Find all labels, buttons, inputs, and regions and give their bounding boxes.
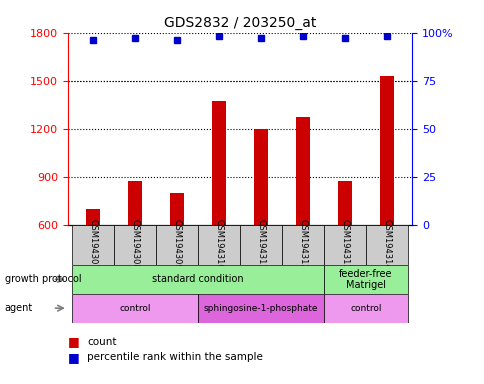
Text: GSM194309: GSM194309 <box>172 220 181 270</box>
Text: GSM194314: GSM194314 <box>382 220 391 270</box>
Bar <box>253 129 268 225</box>
Bar <box>212 101 226 225</box>
FancyBboxPatch shape <box>72 225 114 265</box>
FancyBboxPatch shape <box>156 225 197 265</box>
FancyBboxPatch shape <box>197 294 323 323</box>
FancyBboxPatch shape <box>72 294 197 323</box>
Text: feeder-free
Matrigel: feeder-free Matrigel <box>339 268 392 290</box>
Text: GSM194311: GSM194311 <box>256 220 265 270</box>
FancyBboxPatch shape <box>282 225 323 265</box>
Bar <box>295 118 310 225</box>
Bar <box>127 182 142 225</box>
Text: control: control <box>349 304 381 313</box>
Bar <box>86 209 100 225</box>
Text: growth protocol: growth protocol <box>5 274 81 285</box>
Bar <box>169 193 184 225</box>
Bar <box>379 76 393 225</box>
Text: GSM194312: GSM194312 <box>298 220 307 270</box>
FancyBboxPatch shape <box>197 225 240 265</box>
Text: GSM194313: GSM194313 <box>340 219 349 270</box>
FancyBboxPatch shape <box>323 294 407 323</box>
Text: GSM194307: GSM194307 <box>89 219 97 270</box>
Text: ■: ■ <box>68 351 79 364</box>
Text: standard condition: standard condition <box>152 274 243 285</box>
Text: ■: ■ <box>68 335 79 348</box>
Text: agent: agent <box>5 303 33 313</box>
Text: control: control <box>119 304 151 313</box>
FancyBboxPatch shape <box>323 265 407 294</box>
FancyBboxPatch shape <box>72 265 323 294</box>
FancyBboxPatch shape <box>323 225 365 265</box>
Text: percentile rank within the sample: percentile rank within the sample <box>87 352 263 362</box>
FancyBboxPatch shape <box>240 225 282 265</box>
Text: sphingosine-1-phosphate: sphingosine-1-phosphate <box>203 304 318 313</box>
Bar <box>337 182 352 225</box>
Text: GSM194310: GSM194310 <box>214 220 223 270</box>
FancyBboxPatch shape <box>365 225 407 265</box>
FancyBboxPatch shape <box>114 225 156 265</box>
Title: GDS2832 / 203250_at: GDS2832 / 203250_at <box>164 16 316 30</box>
Text: count: count <box>87 337 117 347</box>
Text: GSM194308: GSM194308 <box>130 219 139 270</box>
